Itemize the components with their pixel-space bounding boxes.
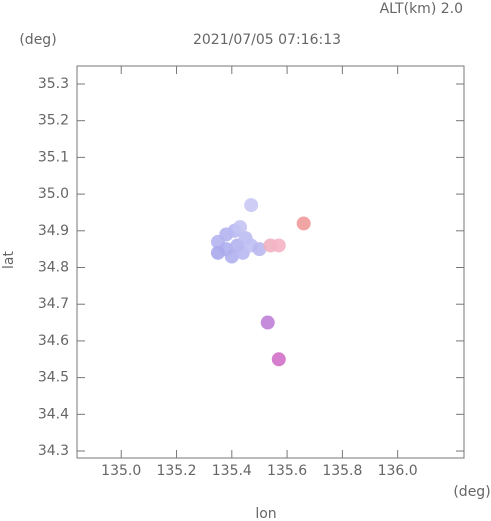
altitude-label: ALT(km) 2.0 (380, 1, 463, 17)
x-tick-label: 135.2 (156, 463, 196, 479)
plot-frame (76, 65, 465, 459)
x-unit: (deg) (453, 484, 490, 500)
y-tick-label: 34.4 (38, 406, 69, 422)
x-axis-label: lon (255, 506, 276, 521)
y-tick-label: 35.2 (38, 113, 69, 129)
echo-point (233, 220, 248, 235)
y-tick-label: 34.8 (38, 260, 69, 276)
echo-point (244, 198, 259, 213)
x-tick-label: 135.6 (267, 463, 307, 479)
echo-point (271, 238, 286, 253)
echo-point (252, 242, 267, 257)
echo-point (224, 249, 239, 264)
y-tick-label: 35.3 (38, 76, 69, 92)
y-tick-label: 34.9 (38, 223, 69, 239)
x-tick-label: 136.0 (378, 463, 418, 479)
y-unit: (deg) (19, 32, 56, 48)
echo-point (210, 245, 225, 260)
y-axis-label: lat (1, 251, 17, 269)
y-tick-label: 34.5 (38, 370, 69, 386)
y-tick-label: 34.7 (38, 296, 69, 312)
x-tick-label: 135.4 (212, 463, 252, 479)
x-tick-label: 135.0 (101, 463, 141, 479)
echo-point (260, 315, 275, 330)
x-tick-label: 135.8 (322, 463, 362, 479)
y-tick-label: 35.1 (38, 149, 69, 165)
chart-title: 2021/07/05 07:16:13 (193, 32, 341, 48)
y-tick-label: 34.6 (38, 333, 69, 349)
y-tick-label: 34.3 (38, 443, 69, 459)
y-tick-label: 35.0 (38, 186, 69, 202)
echo-point (296, 216, 311, 231)
echo-point (271, 352, 286, 367)
